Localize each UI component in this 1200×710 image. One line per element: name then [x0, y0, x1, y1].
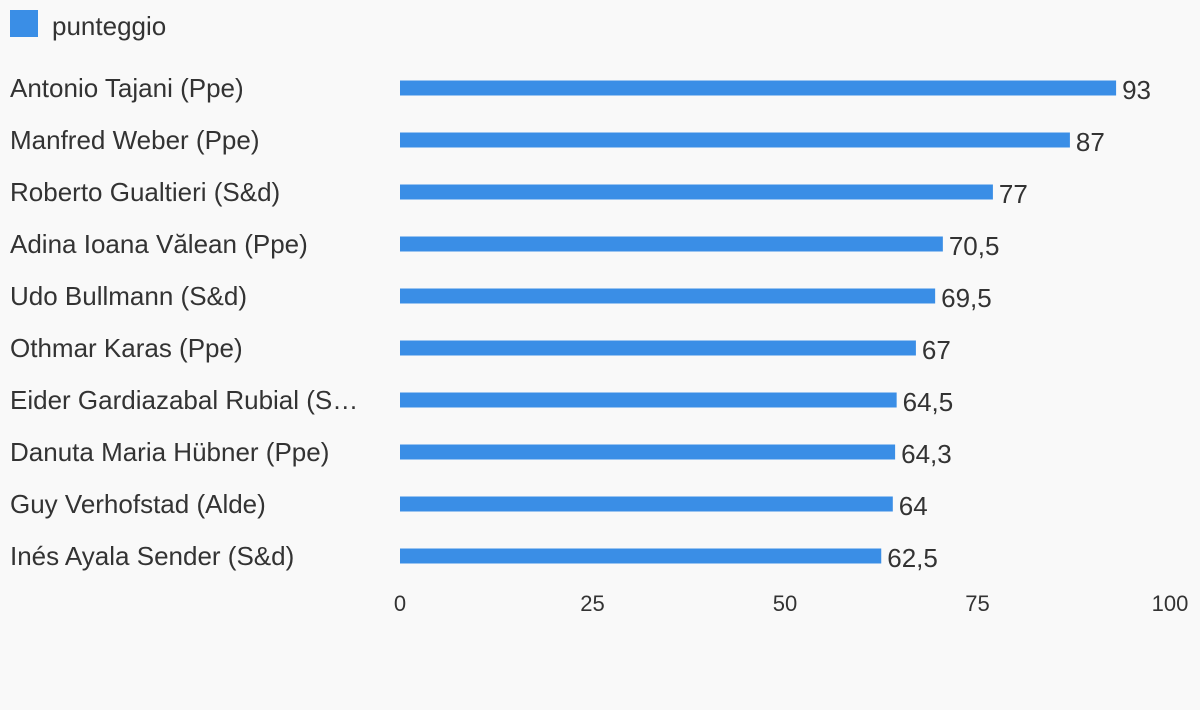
category-label: Antonio Tajani (Ppe) — [10, 73, 244, 103]
bar — [400, 392, 897, 408]
value-label: 87 — [1076, 127, 1105, 157]
category-label: Roberto Gualtieri (S&d) — [10, 177, 280, 207]
bar — [400, 132, 1070, 148]
bar — [400, 340, 916, 356]
value-label: 67 — [922, 335, 951, 365]
x-tick-label: 50 — [773, 591, 797, 616]
bar — [400, 548, 882, 564]
x-tick-label: 0 — [394, 591, 406, 616]
category-label: Manfred Weber (Ppe) — [10, 125, 260, 155]
bars — [400, 80, 1117, 564]
bar — [400, 288, 936, 304]
value-label: 77 — [999, 179, 1028, 209]
legend-swatch — [10, 10, 38, 37]
x-axis-ticks: 0 25 50 75 100 — [394, 591, 1188, 616]
category-label: Danuta Maria Hübner (Ppe) — [10, 437, 329, 467]
bar — [400, 496, 893, 512]
value-label: 64 — [899, 491, 928, 521]
x-tick-label: 25 — [580, 591, 604, 616]
category-label: Guy Verhofstad (Alde) — [10, 489, 266, 519]
legend: punteggio — [10, 10, 166, 41]
x-tick-label: 100 — [1152, 591, 1189, 616]
category-labels: Antonio Tajani (Ppe) Manfred Weber (Ppe) R… — [10, 73, 358, 571]
bar — [400, 444, 896, 460]
bar — [400, 184, 993, 200]
value-label: 93 — [1122, 75, 1151, 105]
value-labels: 93 87 77 70,5 69,5 67 64,5 64,3 64 62,5 — [887, 75, 1151, 573]
value-label: 70,5 — [949, 231, 1000, 261]
x-tick-label: 75 — [965, 591, 989, 616]
value-label: 62,5 — [887, 543, 938, 573]
category-label: Adina Ioana Vălean (Ppe) — [10, 229, 308, 259]
bar — [400, 80, 1117, 96]
bar — [400, 236, 943, 252]
value-label: 64,5 — [903, 387, 954, 417]
category-label: Inés Ayala Sender (S&d) — [10, 541, 294, 571]
value-label: 69,5 — [941, 283, 992, 313]
legend-label: punteggio — [52, 11, 166, 41]
value-label: 64,3 — [901, 439, 952, 469]
category-label: Othmar Karas (Ppe) — [10, 333, 243, 363]
category-label: Eider Gardiazabal Rubial (S… — [10, 385, 358, 415]
category-label: Udo Bullmann (S&d) — [10, 281, 247, 311]
